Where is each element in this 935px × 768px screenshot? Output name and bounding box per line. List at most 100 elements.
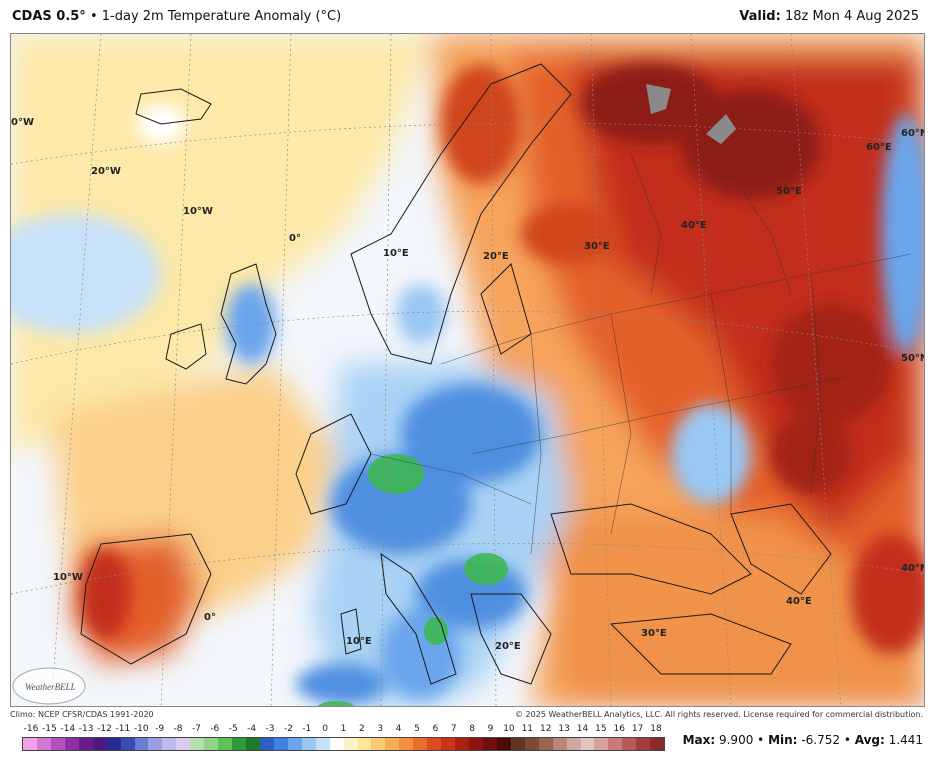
stats-sep: • [843, 733, 851, 747]
valid-time: Valid: 18z Mon 4 Aug 2025 [739, 9, 919, 24]
scale-swatch [301, 738, 316, 750]
scale-swatch [622, 738, 637, 750]
lon-label: 0° [289, 233, 301, 244]
scale-swatch [232, 738, 246, 750]
scale-tick-label: 2 [359, 724, 365, 734]
borders [370, 153, 912, 555]
scale-swatch [566, 738, 581, 750]
stats-summary: Max: 9.900 • Min: -6.752 • Avg: 1.441 [683, 733, 923, 747]
scale-swatch [552, 738, 567, 750]
scale-tick-label: -10 [133, 724, 149, 734]
scale-labels: -16 -15 -14 -13 -12 -11 -10 -9 -8 -7 -6 -5 -4 -3 -2 -1 0… [22, 724, 665, 736]
scale-swatch [469, 738, 483, 750]
scale-swatch [608, 738, 623, 750]
lon-label: 10°W [183, 206, 213, 217]
max-value: 9.900 [718, 733, 754, 747]
scale-swatch [218, 738, 233, 750]
avg-value: 1.441 [888, 733, 923, 747]
scale-tick-label: 4 [395, 724, 402, 734]
scale-tick-label: 5 [414, 724, 420, 734]
scale-swatch [441, 738, 456, 750]
model-name: CDAS 0.5° [12, 9, 86, 24]
scale-tick-label: -11 [115, 724, 131, 734]
scale-tick-label: -15 [42, 724, 57, 734]
lon-label: 40°E [786, 596, 812, 607]
scale-swatch [92, 738, 107, 750]
product-name: 1-day 2m Temperature Anomaly (°C) [101, 9, 342, 24]
lat-label: 50°N [901, 353, 925, 364]
scale-swatch [106, 738, 121, 750]
scale-tick-label: 12 [539, 724, 552, 734]
scale-swatch [120, 738, 135, 750]
color-scale: -16 -15 -14 -13 -12 -11 -10 -9 -8 -7 -6 -5 -4 -3 -2 -1 0… [22, 724, 665, 754]
scale-swatch [385, 738, 400, 750]
scale-tick-label: -9 [155, 724, 165, 734]
scale-swatch [594, 738, 609, 750]
scale-tick-label: 11 [521, 724, 534, 734]
anomaly-map[interactable]: 0°W 20°W 10°W 0° 10°E 20°E 30°E 40°E 50°… [10, 33, 925, 707]
valid-time-value: 18z Mon 4 Aug 2025 [784, 9, 919, 24]
scale-tick-label: 0 [322, 724, 328, 734]
scale-swatch [23, 738, 37, 750]
map-title: CDAS 0.5° • 1-day 2m Temperature Anomaly… [12, 9, 341, 24]
scale-swatch [357, 738, 372, 750]
lon-label: 20°E [483, 251, 509, 262]
scale-swatch [246, 738, 260, 750]
lon-label: 10°E [346, 636, 372, 647]
scale-swatch [427, 738, 442, 750]
scale-tick-label: 3 [377, 724, 384, 734]
scale-swatch [148, 738, 163, 750]
scale-tick-label: 7 [450, 724, 457, 734]
scale-tick-label: -14 [60, 724, 76, 734]
lon-label: 40°E [681, 220, 707, 231]
climo-note: Climo: NCEP CFSR/CDAS 1991-2020 [10, 710, 154, 719]
scale-tick-label: -8 [173, 724, 183, 734]
scale-tick-label: -1 [302, 724, 312, 734]
scale-swatch [371, 738, 386, 750]
lon-label: 20°E [495, 641, 521, 652]
copyright-note: © 2025 WeatherBELL Analytics, LLC. All r… [515, 710, 923, 719]
scale-swatch [399, 738, 414, 750]
scale-swatch [455, 738, 469, 750]
scale-tick-label: 18 [650, 724, 662, 734]
min-value: -6.752 [801, 733, 840, 747]
lon-label: 0°W [11, 117, 34, 128]
scale-tick-label: -16 [23, 724, 39, 734]
scale-swatch [64, 738, 79, 750]
scale-swatch [287, 738, 302, 750]
scale-tick-label: -2 [283, 724, 293, 734]
scale-swatch [524, 738, 539, 750]
lat-label: 60°N [901, 128, 925, 139]
scale-tick-label: 17 [631, 724, 644, 734]
scale-tick-label: -7 [191, 724, 201, 734]
scale-tick-label: -13 [78, 724, 94, 734]
map-canvas: 0°W 20°W 10°W 0° 10°E 20°E 30°E 40°E 50°… [11, 34, 925, 706]
lon-label: 60°E [866, 142, 892, 153]
scale-swatch [273, 738, 288, 750]
scale-bar [22, 737, 665, 751]
scale-tick-label: -6 [210, 724, 220, 734]
scale-tick-label: 15 [595, 724, 607, 734]
scale-swatch [259, 738, 274, 750]
green-anomaly-patches [317, 454, 508, 706]
graticule [11, 34, 924, 706]
header-bar: CDAS 0.5° • 1-day 2m Temperature Anomaly… [0, 0, 935, 32]
lon-label: 20°W [91, 166, 121, 177]
scale-swatch [315, 738, 330, 750]
scale-tick-label: 8 [469, 724, 476, 734]
scale-swatch [176, 738, 191, 750]
lon-label: 0° [204, 612, 216, 623]
lake-patch [706, 114, 736, 144]
scale-swatch [496, 738, 511, 750]
scale-tick-label: -4 [247, 724, 257, 734]
scale-tick-label: -3 [265, 724, 275, 734]
max-label: Max: [682, 733, 716, 747]
valid-label: Valid: [739, 9, 781, 24]
scale-swatch [482, 738, 497, 750]
scale-tick-label: 16 [613, 724, 625, 734]
scale-tick-label: 1 [340, 724, 347, 734]
scale-tick-label: 10 [503, 724, 515, 734]
scale-swatch [510, 738, 525, 750]
scale-swatch [78, 738, 93, 750]
scale-tick-label: -5 [228, 724, 238, 734]
